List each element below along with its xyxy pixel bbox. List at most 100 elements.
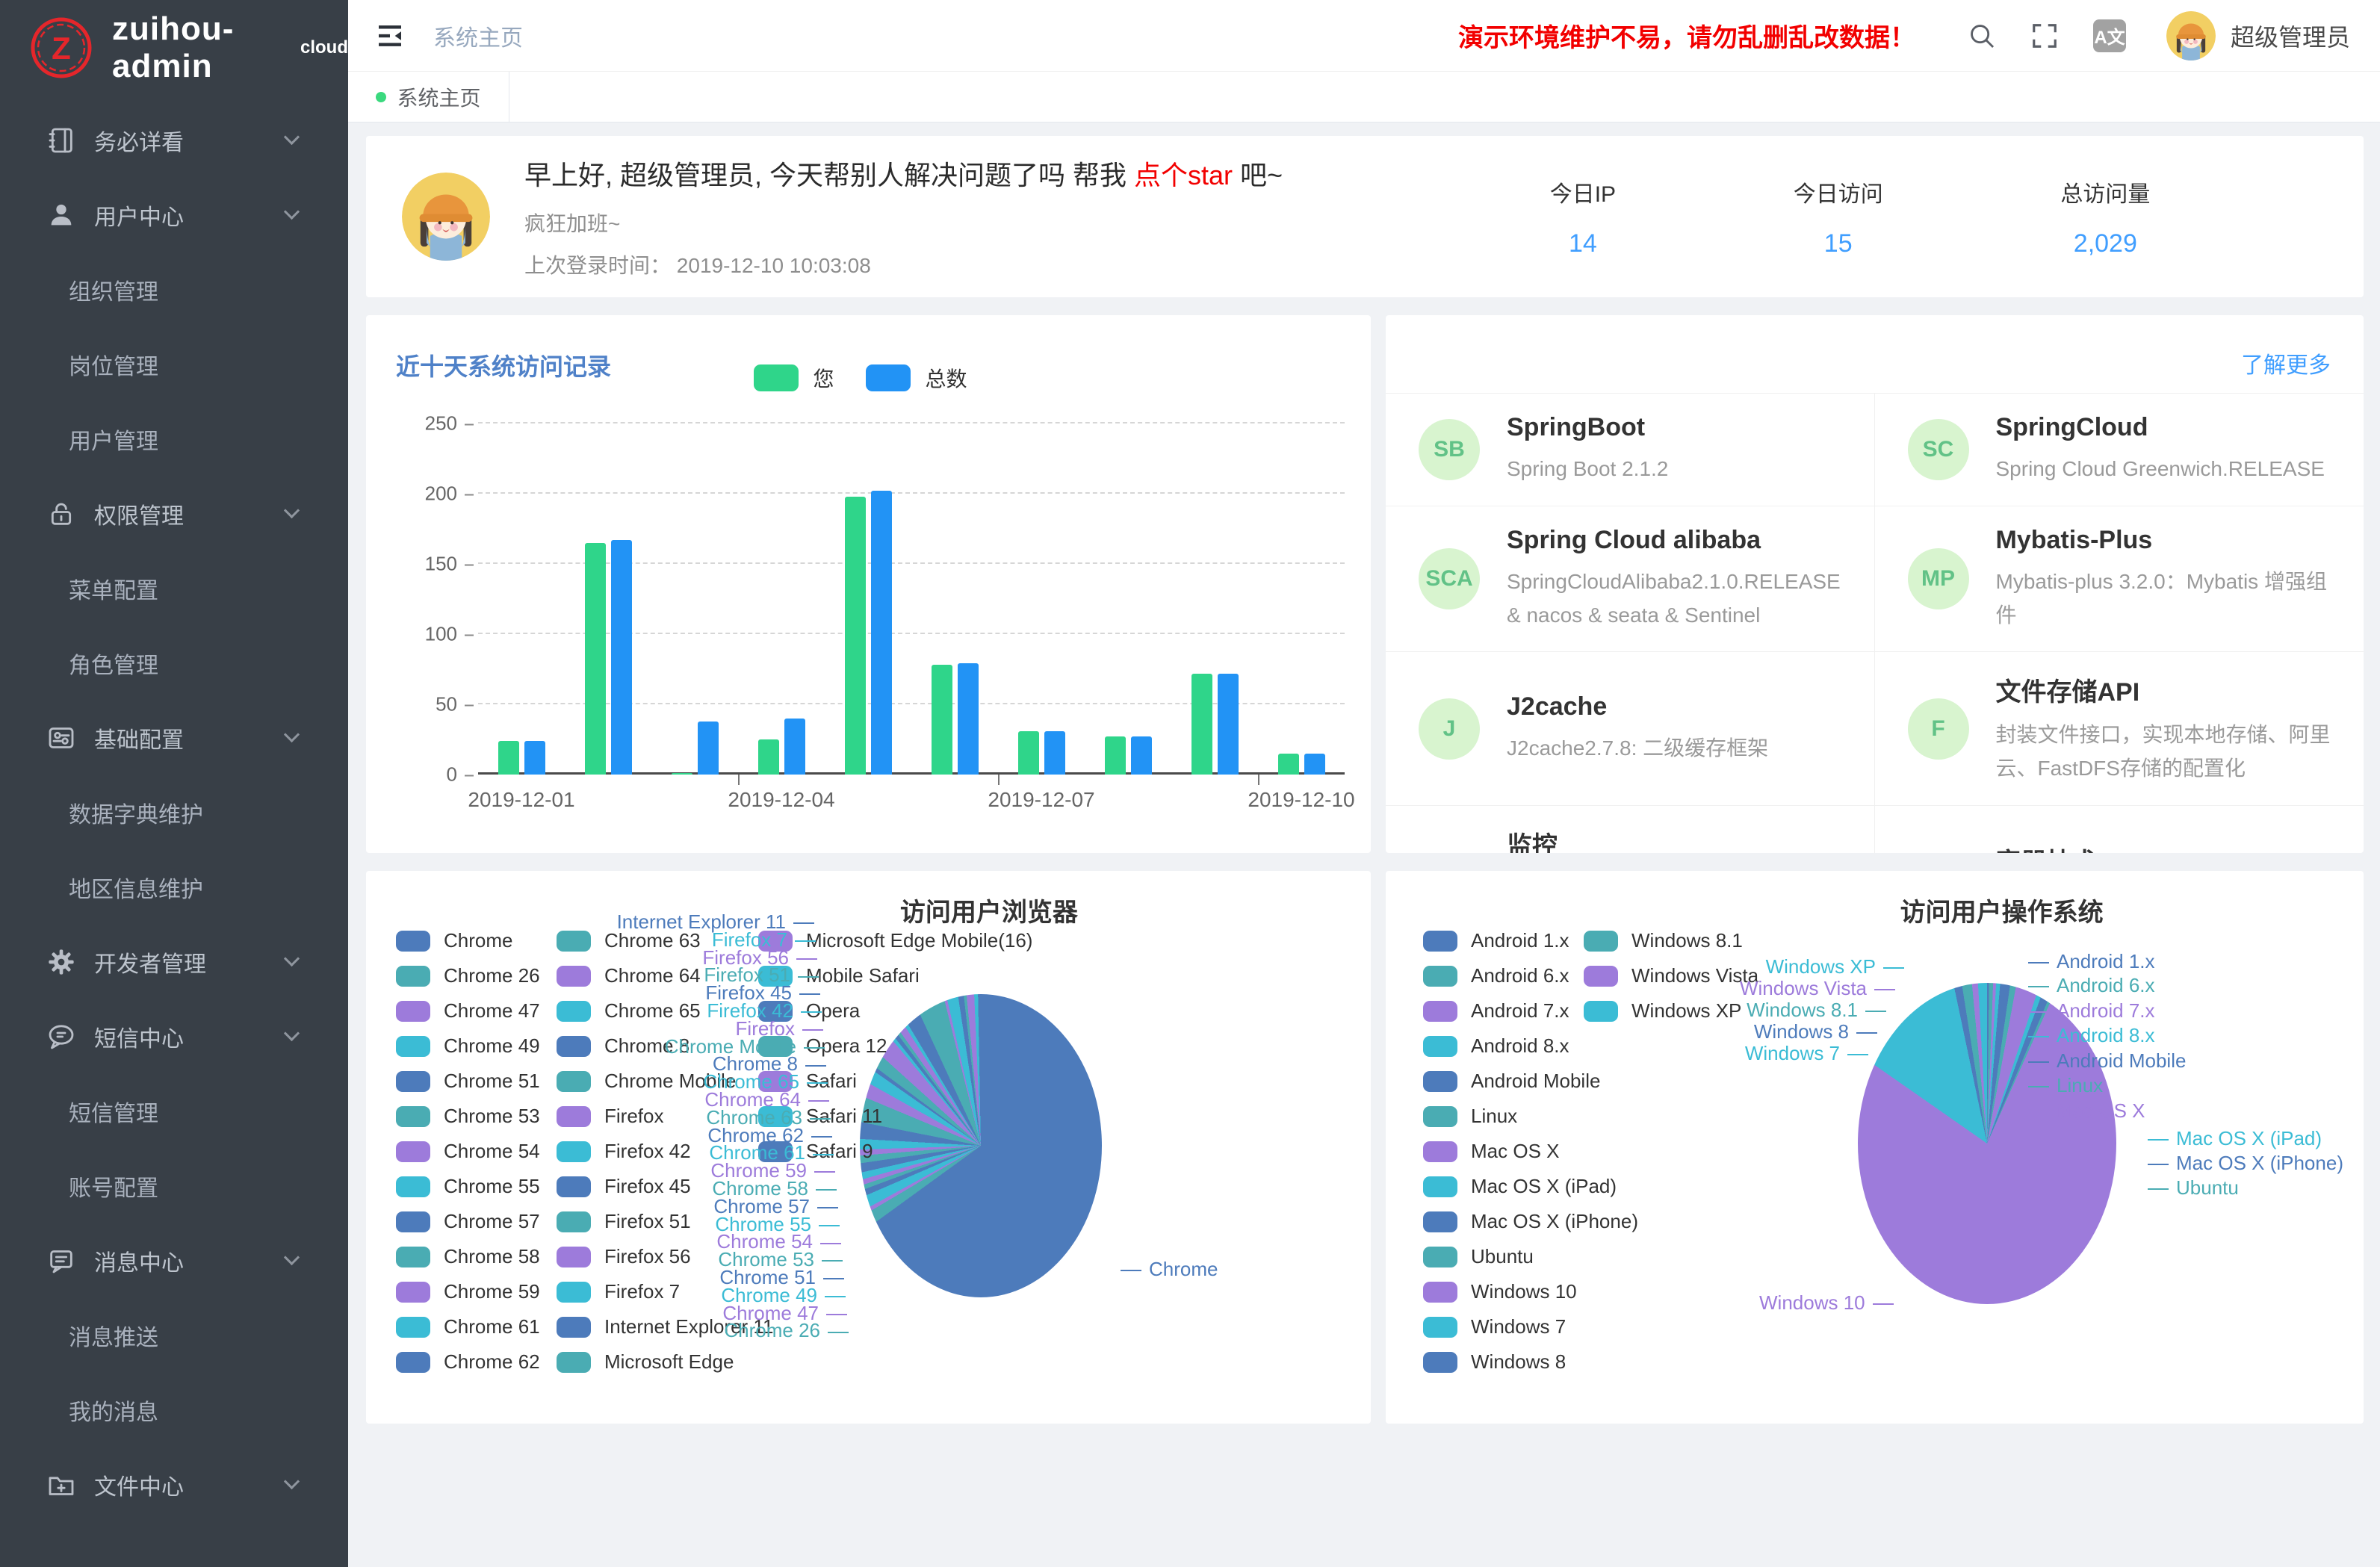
sidebar-item[interactable]: 文件中心 (0, 1447, 348, 1522)
legend-item[interactable]: Opera (758, 993, 1032, 1028)
sidebar-item[interactable]: 用户管理 (0, 402, 348, 477)
sidebar-item[interactable]: 权限管理 (0, 477, 348, 551)
sidebar-item-label: 开发者管理 (94, 952, 206, 977)
legend-item[interactable]: Chrome 51 (396, 1064, 557, 1099)
legend-item[interactable]: Firefox 51 (557, 1204, 758, 1239)
legend-item[interactable]: Android 1.x (1423, 923, 1584, 958)
legend-item[interactable]: Chrome 65 (557, 993, 758, 1028)
legend-item[interactable]: Chrome 59 (396, 1274, 557, 1309)
sidebar-item[interactable]: 岗位管理 (0, 327, 348, 402)
sidebar-item[interactable]: 菜单配置 (0, 551, 348, 626)
legend-item[interactable]: Chrome 57 (396, 1204, 557, 1239)
sidebar-item[interactable]: 消息推送 (0, 1298, 348, 1373)
legend-item[interactable]: Windows Vista (1584, 958, 1758, 993)
sidebar-item[interactable]: 地区信息维护 (0, 850, 348, 925)
legend-label[interactable]: 您 (813, 367, 834, 391)
legend-item[interactable]: Chrome 53 (396, 1099, 557, 1134)
tab-system-home[interactable]: 系统主页 (348, 72, 509, 122)
legend-item[interactable]: Chrome 54 (396, 1134, 557, 1169)
legend-item[interactable]: Firefox 56 (557, 1239, 758, 1274)
legend-item[interactable]: Mac OS X (1423, 1134, 1584, 1169)
legend-swatch[interactable] (753, 364, 799, 391)
sidebar-collapse-icon[interactable] (375, 21, 405, 51)
sidebar-item[interactable]: 用户中心 (0, 178, 348, 252)
legend-item[interactable]: Chrome 49 (396, 1028, 557, 1064)
tech-item[interactable]: SCA Spring Cloud alibaba SpringCloudAlibab… (1386, 506, 1875, 653)
sidebar-item[interactable]: 数据字典维护 (0, 775, 348, 850)
legend-item[interactable]: Chrome 63 (557, 923, 758, 958)
legend-item[interactable]: Windows XP (1584, 993, 1758, 1028)
legend-item[interactable]: Firefox 7 (557, 1274, 758, 1309)
legend-item[interactable]: Chrome 55 (396, 1169, 557, 1204)
sidebar-item[interactable]: 短信中心 (0, 999, 348, 1074)
sidebar-item[interactable]: 账号配置 (0, 1149, 348, 1223)
sidebar-item[interactable]: 我的消息 (0, 1373, 348, 1447)
mood-text: 疯狂加班~ (524, 212, 621, 235)
legend-item[interactable]: Chrome 61 (396, 1309, 557, 1344)
legend-label[interactable]: 总数 (925, 367, 967, 391)
learn-more-link[interactable]: 了解更多 (2241, 353, 2331, 378)
sidebar-item[interactable]: 务必详看 (0, 103, 348, 178)
legend-item[interactable]: Opera 12 (758, 1028, 1032, 1064)
tech-item[interactable]: M监控集成SpringBootAdmin、Zipkin、Redis、Mysql、… (1386, 805, 1875, 853)
star-link[interactable]: 点个star (1134, 160, 1233, 190)
legend-item[interactable]: Firefox 45 (557, 1169, 758, 1204)
app-logo[interactable]: Z zuihou-admin cloud (0, 0, 348, 96)
legend-item[interactable]: Android 7.x (1423, 993, 1584, 1028)
legend-item[interactable]: Safari 11 (758, 1099, 1032, 1134)
tech-item[interactable]: F 文件存储API 封装文件接口，实现本地存储、阿里云、FastDFS存储的配置化 (1874, 652, 2364, 806)
legend-item[interactable]: Chrome 58 (396, 1239, 557, 1274)
legend-item[interactable]: Windows 10 (1423, 1274, 1584, 1309)
tech-item[interactable]: SC SpringCloud Spring Cloud Greenwich.RELE… (1874, 394, 2364, 506)
browser-pie[interactable] (860, 994, 1102, 1297)
legend-item[interactable]: Microsoft Edge Mobile(16) (758, 923, 1032, 958)
legend-item[interactable]: Linux (1423, 1099, 1584, 1134)
legend-item[interactable]: Chrome (396, 923, 557, 958)
legend-item[interactable]: Windows 7 (1423, 1309, 1584, 1344)
legend-item[interactable]: Safari 9 (758, 1134, 1032, 1169)
legend-item[interactable]: Firefox 42 (557, 1134, 758, 1169)
tech-badge: SC (1907, 418, 1969, 480)
tech-item[interactable]: J J2cache J2cache2.7.8: 二级缓存框架 (1386, 652, 1875, 806)
legend-item[interactable]: Chrome Mobile (557, 1064, 758, 1099)
legend-swatch[interactable] (865, 364, 911, 391)
legend-item[interactable]: Android 8.x (1423, 1028, 1584, 1064)
sidebar-item[interactable]: 消息中心 (0, 1223, 348, 1298)
legend-item[interactable]: Android Mobile (1423, 1064, 1600, 1099)
legend-label: Chrome 63 (604, 929, 701, 952)
legend-item[interactable]: Microsoft Edge (557, 1344, 758, 1380)
legend-item[interactable]: Safari (758, 1064, 1032, 1099)
sidebar-item[interactable]: 开发者管理 (0, 925, 348, 999)
search-icon[interactable] (1968, 22, 1996, 50)
legend-item[interactable]: Mac OS X (iPhone) (1423, 1204, 1638, 1239)
legend-item[interactable]: Internet Explorer 11 (557, 1309, 773, 1344)
legend-item[interactable]: Mobile Safari (758, 958, 1032, 993)
tech-item[interactable]: C容器技术虚拟化容器技术，让迁移、部署更加方便快捷 (1875, 806, 2364, 853)
user-avatar[interactable] (2166, 10, 2216, 60)
legend-item[interactable]: Chrome 47 (396, 993, 557, 1028)
fullscreen-icon[interactable] (2030, 22, 2059, 50)
translate-icon[interactable]: A文 (2092, 19, 2126, 52)
legend-item[interactable]: Android 6.x (1423, 958, 1584, 993)
tech-item[interactable]: SB SpringBoot Spring Boot 2.1.2 (1386, 394, 1875, 506)
legend-item[interactable]: Ubuntu (1423, 1239, 1584, 1274)
current-user-name[interactable]: 超级管理员 (2230, 23, 2350, 51)
sidebar-item-label: 用户中心 (94, 205, 184, 230)
legend-item[interactable]: Chrome 62 (396, 1344, 557, 1380)
breadcrumb[interactable]: 系统主页 (433, 25, 523, 51)
legend-item[interactable]: Firefox (557, 1099, 758, 1134)
sidebar-item[interactable]: 短信管理 (0, 1074, 348, 1149)
tech-item[interactable]: MP Mybatis-Plus Mybatis-plus 3.2.0：Mybatis… (1874, 506, 2364, 653)
legend-item[interactable]: Windows 8.1 (1584, 923, 1758, 958)
sidebar-item[interactable]: 组织管理 (0, 252, 348, 327)
legend-item[interactable]: Chrome 64 (557, 958, 758, 993)
sidebar-item[interactable]: 角色管理 (0, 626, 348, 701)
legend-item[interactable]: Windows 8 (1423, 1344, 1584, 1380)
legend-item[interactable]: Chrome 26 (396, 958, 557, 993)
legend-item[interactable]: Mac OS X (iPad) (1423, 1169, 1617, 1204)
legend-label: Mac OS X (iPhone) (1471, 1210, 1638, 1232)
legend-item[interactable]: Chrome 8 (557, 1028, 758, 1064)
sidebar-item[interactable]: 基础配置 (0, 701, 348, 775)
x-axis-tick (998, 775, 1000, 785)
os-pie[interactable] (1858, 983, 2116, 1304)
